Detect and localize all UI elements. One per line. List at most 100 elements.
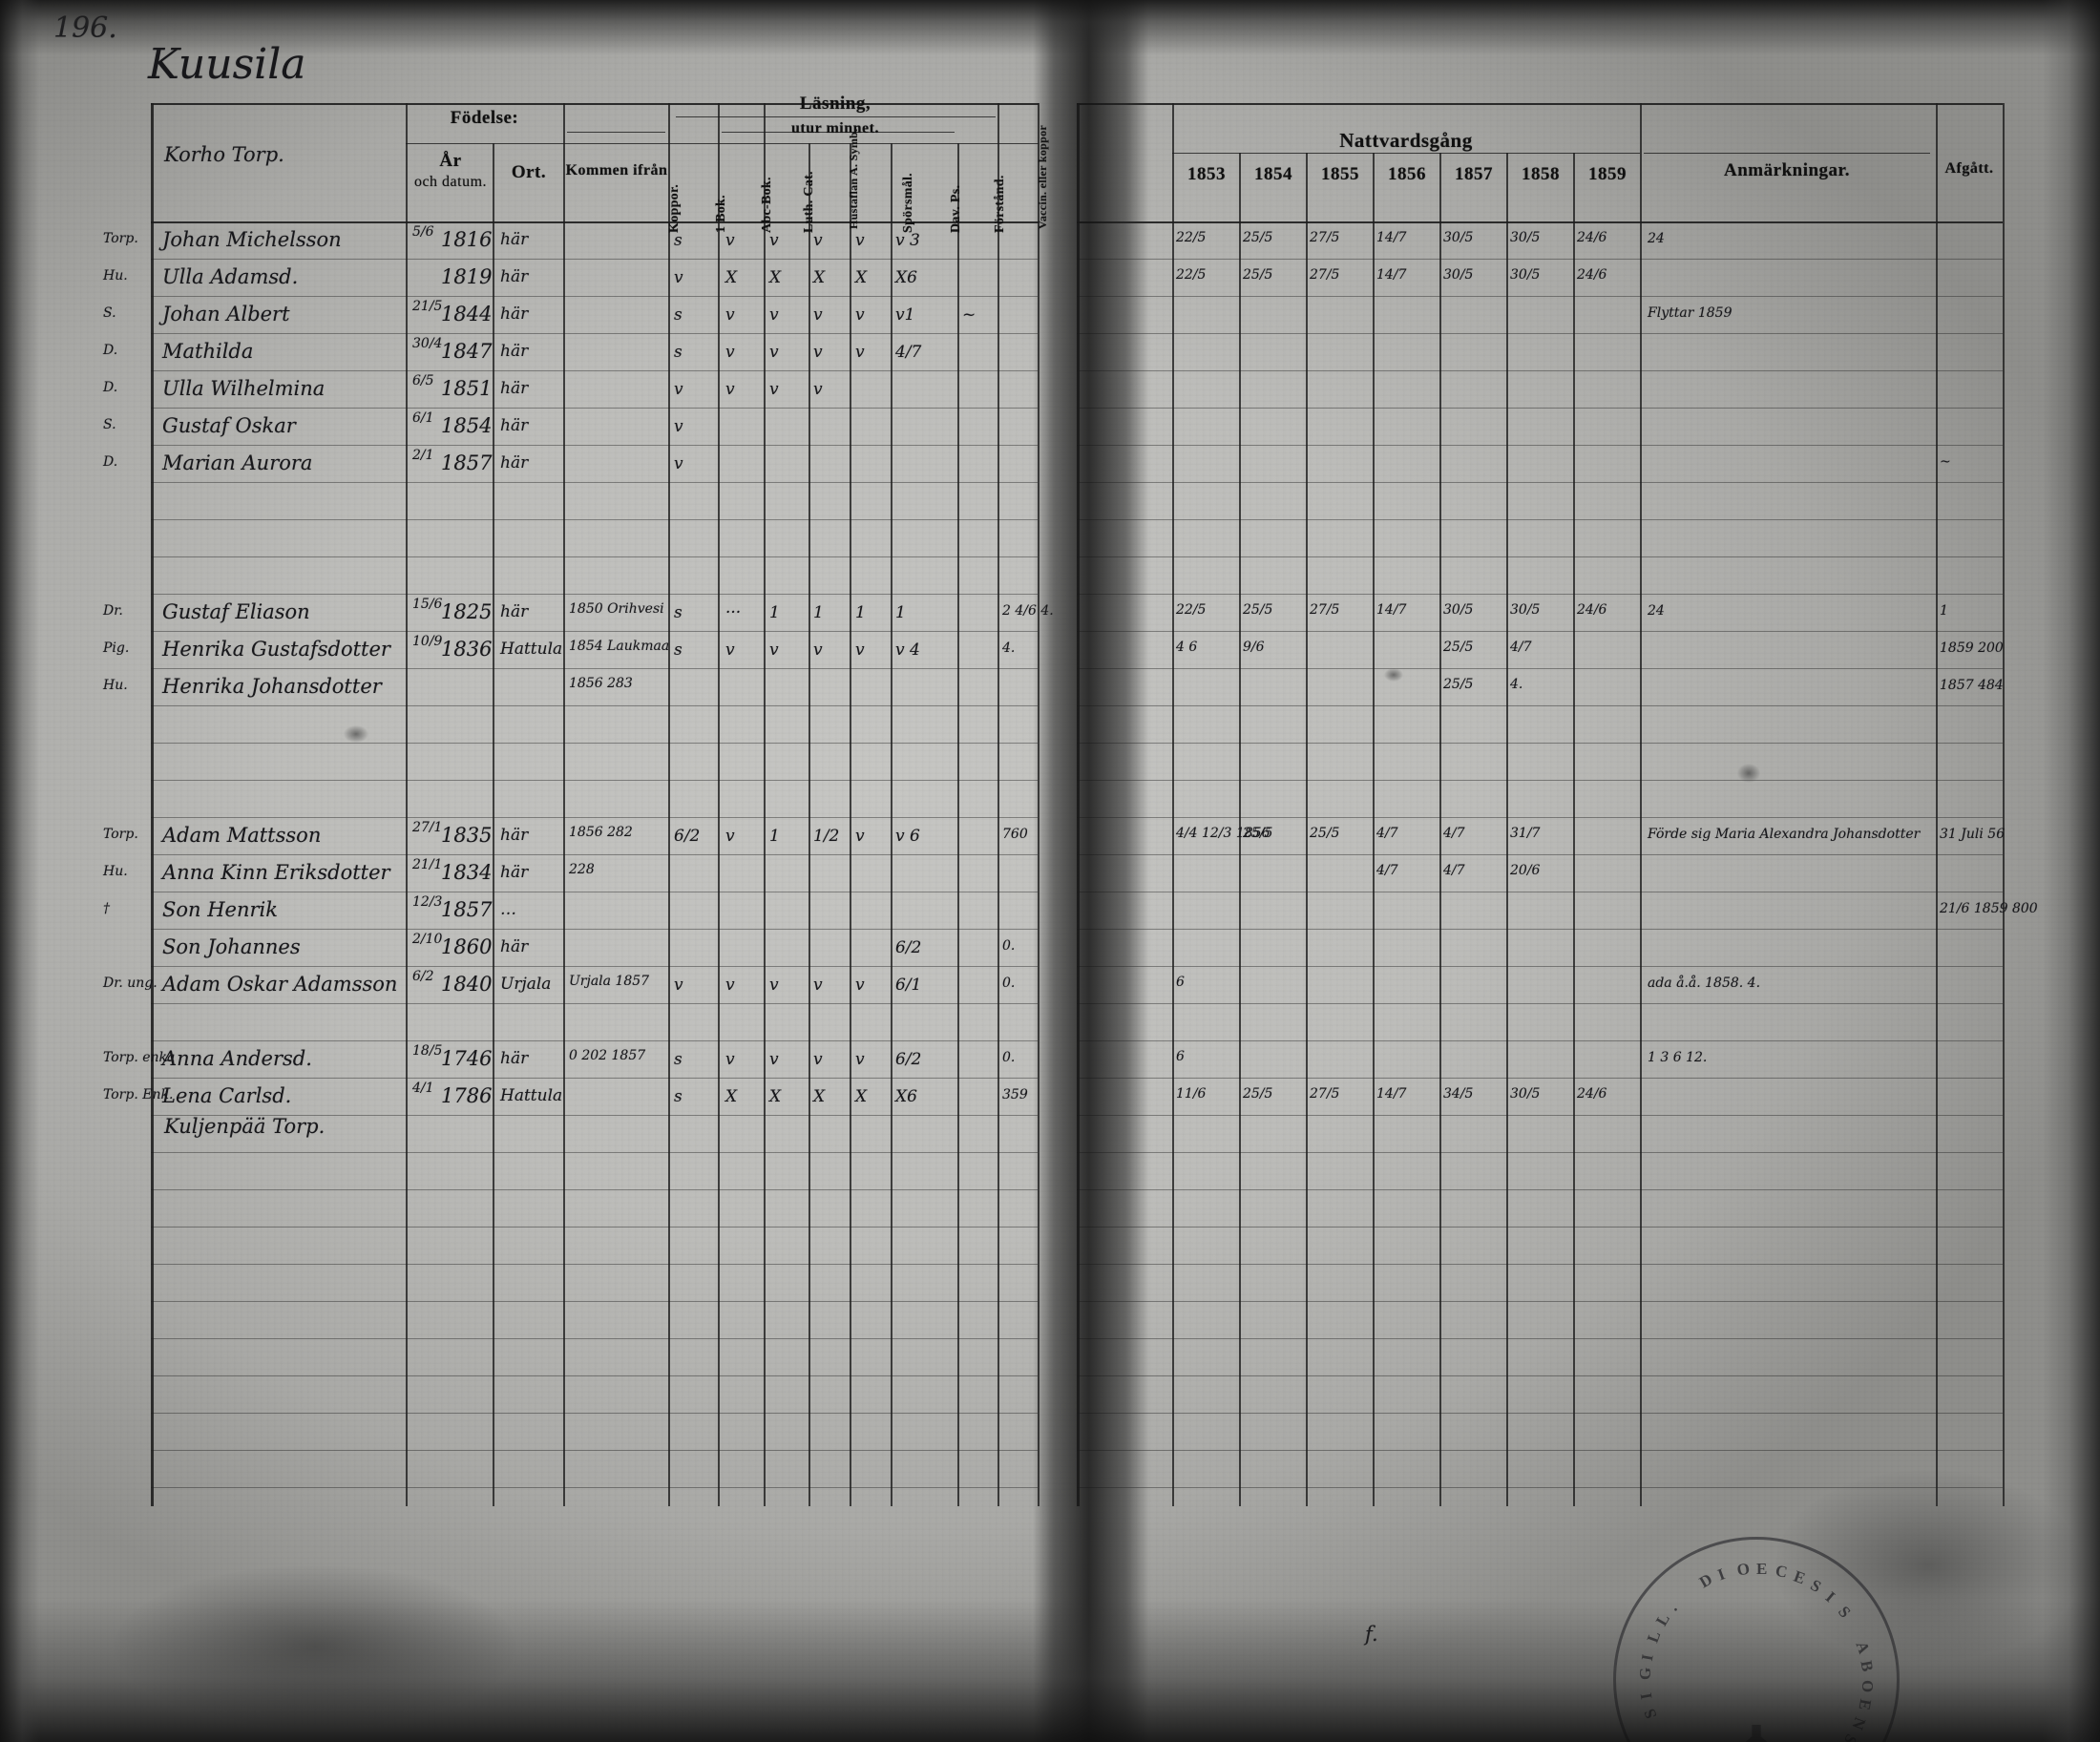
row-birth-place: här — [500, 416, 529, 435]
row-came-from: 1854 Laukmaa — [569, 639, 670, 654]
stamp-glyph: E — [1791, 1566, 1810, 1589]
row-communion-1855: 27/5 — [1310, 267, 1340, 283]
row-luth-cat: v — [813, 640, 823, 660]
row-luth-cat: 1 — [813, 603, 824, 622]
rule-h-row — [1077, 408, 2003, 409]
row-communion-1853: 4/4 12/3 1856 — [1176, 826, 1270, 841]
rule-h-row — [151, 1003, 1038, 1004]
row-remarks: 1 3 6 12. — [1648, 1050, 1708, 1065]
stamp-ring-text: SIGILL. DIOECESIS ABOENSIS — [1616, 1540, 1897, 1742]
rule-v-birth-end — [563, 103, 565, 1506]
rule-v-luth-end — [850, 143, 851, 1506]
row-status: Hu. — [103, 678, 128, 693]
rule-h-row — [1077, 333, 2003, 334]
rule-h-row — [1077, 854, 2003, 855]
row-birth-year: 1746 — [441, 1047, 493, 1070]
row-sporsmal: v1 — [895, 305, 915, 325]
row-communion-1856: 14/7 — [1376, 1086, 1407, 1102]
rule-h-row — [151, 259, 1038, 260]
rule-h-row — [1077, 668, 2003, 669]
row-communion-1857: 30/5 — [1443, 267, 1474, 283]
row-communion-1854: 9/6 — [1243, 640, 1265, 655]
header-year-1859: 1859 — [1588, 164, 1627, 184]
row-status: D. — [103, 343, 118, 358]
row-birth-place: här — [500, 304, 529, 324]
row-communion-1853: 6 — [1176, 1049, 1185, 1064]
row-forstand: 760 — [1002, 827, 1028, 842]
rule-h-header-bottom-right — [1077, 221, 2003, 223]
row-book1: v — [725, 343, 735, 362]
rule-h-subheader-left — [406, 143, 1039, 144]
rule-h-row — [1077, 519, 2003, 520]
rule-v-camefrom-end — [668, 103, 670, 1506]
row-birth-day: 6/2 — [412, 969, 434, 984]
row-name: Anna Andersd. — [162, 1047, 312, 1070]
rule-h-row — [151, 817, 1038, 818]
row-abc: 1 — [769, 603, 780, 622]
row-name: Son Henrik — [162, 898, 278, 921]
rule-v-hustafl-end — [891, 143, 892, 1506]
row-birth-place: här — [500, 826, 529, 845]
rule-h-row — [151, 705, 1038, 706]
row-came-from: 1856 282 — [569, 825, 633, 840]
row-status: D. — [103, 380, 118, 395]
row-departed: ~ — [1940, 454, 1951, 470]
rule-h-row — [1077, 370, 2003, 371]
rule-h-reading-split2 — [722, 132, 955, 133]
row-communion-1853: 22/5 — [1176, 230, 1207, 245]
row-dav-ps: ~ — [962, 305, 976, 325]
row-birth-place: Hattula — [500, 640, 563, 659]
row-remarks: ada å.å. 1858. 4. — [1648, 976, 1761, 991]
header-hustaflan: Hustaflan A. Symb. — [847, 128, 860, 229]
row-communion-1858: 4/7 — [1510, 640, 1532, 655]
scan-edge-left — [0, 0, 40, 1742]
row-birth-place: här — [500, 379, 529, 398]
scan-edge-bottom — [0, 1599, 2100, 1742]
stamp-glyph: E — [1756, 1560, 1770, 1578]
rule-h-row — [151, 333, 1038, 334]
row-birth-place: här — [500, 267, 529, 286]
row-birth-day: 5/6 — [412, 224, 434, 240]
row-communion-1855: 27/5 — [1310, 230, 1340, 245]
row-abc: X — [769, 268, 782, 287]
row-name: Gustaf Oskar — [162, 414, 296, 437]
rule-h-row — [151, 668, 1038, 669]
row-smallpox: s — [674, 305, 682, 325]
row-book1: v — [725, 976, 735, 995]
row-sporsmal: 4/7 — [895, 343, 922, 362]
row-smallpox: s — [674, 231, 682, 250]
row-birth-year: 1857 — [441, 451, 493, 474]
row-communion-1853: 11/6 — [1176, 1086, 1207, 1102]
row-abc: v — [769, 1050, 779, 1069]
row-communion-1855: 25/5 — [1310, 826, 1340, 841]
row-luth-cat: v — [813, 1050, 823, 1069]
row-birth-day: 6/5 — [412, 373, 434, 388]
rule-h-row — [1077, 780, 2003, 781]
rule-h-row — [151, 1338, 1038, 1339]
row-hustaflan: v — [855, 827, 865, 846]
row-birth-place: här — [500, 230, 529, 249]
row-hustaflan: X — [855, 1087, 868, 1106]
row-status: Hu. — [103, 268, 128, 283]
rule-h-years-split — [1172, 153, 1640, 154]
header-och-datum: och datum. — [413, 174, 488, 190]
row-came-from: 228 — [569, 862, 595, 877]
row-birth-day: 2/10 — [412, 932, 443, 947]
row-smallpox: s — [674, 640, 682, 660]
rule-h-row — [1077, 1413, 2003, 1414]
rule-v-davps-end — [998, 103, 999, 1506]
row-birth-year: 1847 — [441, 340, 493, 363]
row-birth-place: här — [500, 863, 529, 882]
row-book1: v — [725, 1050, 735, 1069]
row-communion-1856: 14/7 — [1376, 267, 1407, 283]
row-smallpox: v — [674, 380, 683, 399]
rule-h-row — [151, 1450, 1038, 1451]
rule-h-birth-split — [567, 132, 665, 133]
rule-h-row — [1077, 966, 2003, 967]
row-hustaflan: v — [855, 640, 865, 660]
row-birth-day: 2/1 — [412, 448, 434, 463]
row-name: Gustaf Eliason — [162, 600, 310, 623]
header-abc-bok: Abc-Bok. — [760, 177, 774, 233]
rule-h-row — [1077, 929, 2003, 930]
